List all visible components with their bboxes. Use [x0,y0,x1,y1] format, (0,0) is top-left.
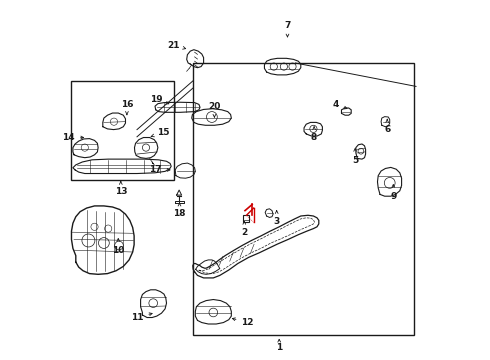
Text: 19: 19 [150,94,169,104]
Text: 11: 11 [131,313,152,322]
Text: 2: 2 [241,221,247,237]
Bar [72,81,174,180]
Text: 9: 9 [390,185,396,201]
Text: 7: 7 [284,21,291,37]
Text: 18: 18 [173,203,186,217]
Text: 4: 4 [332,100,347,109]
Text: 1: 1 [276,339,282,352]
Bar [243,215,249,222]
Text: 13: 13 [115,181,127,197]
Text: 17: 17 [149,165,170,174]
Text: 8: 8 [311,127,317,142]
Text: 6: 6 [384,120,391,134]
Text: 5: 5 [352,149,358,165]
Text: 16: 16 [121,100,133,114]
Text: 14: 14 [62,133,84,142]
Text: 3: 3 [273,211,280,226]
Text: 10: 10 [112,239,124,255]
Text: 12: 12 [232,318,254,327]
Text: 20: 20 [208,102,220,117]
Text: 15: 15 [151,128,170,137]
Bar [193,63,414,335]
Text: 21: 21 [167,40,186,49]
